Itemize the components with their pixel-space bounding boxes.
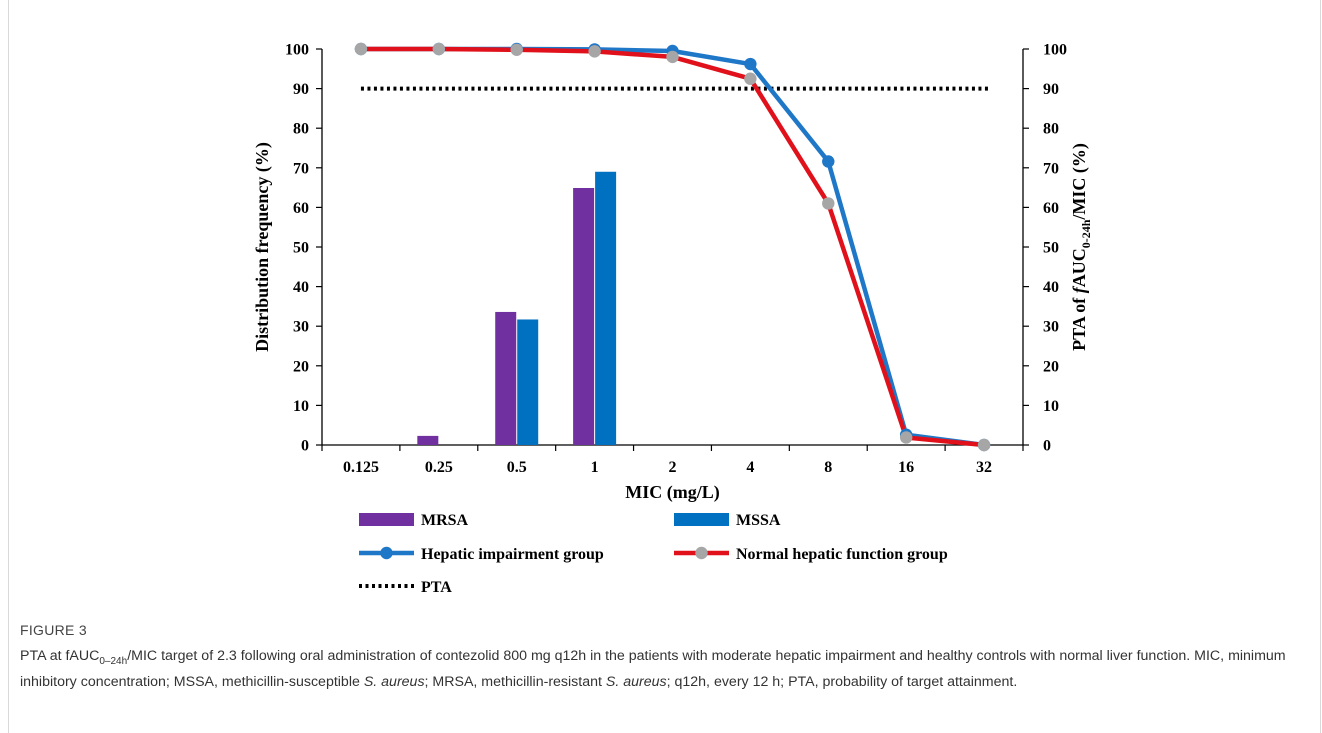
marker-normal-hepatic bbox=[432, 42, 446, 56]
legend-label-hepatic-impairment-group: Hepatic impairment group bbox=[421, 546, 604, 563]
marker-normal-hepatic bbox=[354, 42, 368, 56]
y-tick-label-right: 50 bbox=[1043, 240, 1059, 257]
figure-caption-text: PTA at fAUC0–24h/MIC target of 2.3 follo… bbox=[20, 646, 1305, 693]
y-tick-label-left: 80 bbox=[293, 121, 309, 138]
legend-label-pta: PTA bbox=[421, 579, 452, 596]
y-tick-label-right: 100 bbox=[1043, 42, 1067, 59]
marker-normal-hepatic bbox=[666, 50, 679, 64]
y-tick-label-left: 50 bbox=[293, 240, 309, 257]
y-tick-label-right: 20 bbox=[1043, 358, 1059, 375]
caption-part: ; q12h, every 12 h; PTA, probability of … bbox=[666, 673, 1018, 690]
legend-swatch-mrsa bbox=[359, 513, 414, 526]
marker-hepatic-impairment bbox=[822, 155, 835, 168]
y-tick-label-left: 30 bbox=[293, 319, 309, 336]
y-tick-label-right: 40 bbox=[1043, 279, 1059, 296]
caption-part: S. aureus bbox=[605, 673, 667, 690]
y-axis-title-left: Distribution frequency (%) bbox=[252, 142, 273, 352]
chart-legend: MRSA MSSA Hepatic impairment group Normal h… bbox=[359, 512, 948, 596]
y-axis-title-right-part: /MIC (%) bbox=[1069, 143, 1090, 220]
figure-label: FIGURE 3 bbox=[20, 622, 87, 638]
line-normal-hepatic bbox=[360, 46, 985, 448]
bar-mrsa bbox=[573, 187, 595, 445]
marker-normal-hepatic bbox=[899, 431, 913, 444]
caption-part: /MIC target of 2.3 following oral admini… bbox=[20, 648, 1286, 690]
y-tick-label-right: 80 bbox=[1043, 121, 1059, 138]
y-tick-label-left: 70 bbox=[293, 160, 309, 177]
x-tick-label: 8 bbox=[824, 459, 832, 476]
bar-mssa bbox=[595, 171, 617, 445]
marker-normal-hepatic bbox=[744, 72, 757, 85]
y-tick-label-right: 70 bbox=[1043, 160, 1059, 177]
y-tick-label-left: 40 bbox=[293, 279, 309, 296]
legend-marker-hepatic-impairment-group bbox=[380, 546, 393, 560]
x-tick-label: 2 bbox=[669, 459, 677, 476]
x-tick-label: 32 bbox=[976, 459, 992, 476]
legend-marker-normal-hepatic-function-group bbox=[695, 546, 708, 560]
marker-normal-hepatic bbox=[588, 45, 601, 58]
y-axis-title-right-part: AUC bbox=[1069, 248, 1089, 287]
figure-frame bbox=[8, 0, 1321, 733]
y-axis-title-right-part: PTA of bbox=[1069, 293, 1089, 351]
caption-part: 0–24h bbox=[99, 655, 128, 667]
y-tick-label-right: 60 bbox=[1043, 200, 1059, 217]
y-tick-label-right: 90 bbox=[1043, 81, 1059, 98]
y-tick-label-left: 90 bbox=[293, 81, 309, 98]
marker-normal-hepatic bbox=[822, 197, 835, 210]
caption-part: ; MRSA, methicillin-resistant bbox=[424, 673, 606, 690]
y-tick-label-right: 30 bbox=[1043, 319, 1059, 336]
y-axis-title-right-part: f bbox=[1069, 285, 1089, 293]
bar-mrsa bbox=[417, 435, 439, 445]
y-tick-label-left: 20 bbox=[293, 358, 309, 375]
y-tick-label-left: 0 bbox=[301, 438, 309, 455]
bar-mssa bbox=[517, 319, 539, 445]
y-tick-label-left: 100 bbox=[285, 42, 309, 59]
x-tick-label: 0.25 bbox=[425, 459, 453, 476]
legend-label-normal-hepatic-function-group: Normal hepatic function group bbox=[736, 546, 948, 563]
y-tick-label-left: 10 bbox=[293, 398, 309, 415]
legend-label-mssa: MSSA bbox=[736, 512, 781, 529]
y-axis-title-right: PTA of fAUC0-24h/MIC (%) bbox=[1069, 143, 1093, 351]
x-tick-label: 0.5 bbox=[507, 459, 527, 476]
x-tick-label: 0.125 bbox=[343, 459, 379, 476]
y-axis-title-right-part: 0-24h bbox=[1079, 219, 1093, 248]
x-tick-label: 1 bbox=[591, 459, 599, 476]
legend-label-mrsa: MRSA bbox=[421, 512, 469, 529]
figure-caption: FIGURE 3 PTA at fAUC0–24h/MIC target of … bbox=[20, 622, 1305, 693]
marker-hepatic-impairment bbox=[744, 57, 757, 71]
chart-lines bbox=[354, 42, 991, 452]
marker-normal-hepatic bbox=[510, 43, 523, 56]
y-tick-label-left: 60 bbox=[293, 200, 309, 217]
x-axis-title: MIC (mg/L) bbox=[625, 482, 719, 503]
chart-axes bbox=[316, 48, 1029, 451]
y-tick-label-right: 10 bbox=[1043, 398, 1059, 415]
x-tick-label: 4 bbox=[746, 459, 754, 476]
marker-normal-hepatic bbox=[977, 438, 991, 452]
chart-bars bbox=[417, 171, 617, 445]
bar-mrsa bbox=[495, 311, 517, 445]
x-tick-label: 16 bbox=[898, 459, 914, 476]
caption-part: S. aureus bbox=[363, 673, 425, 690]
legend-swatch-mssa bbox=[674, 513, 729, 526]
y-tick-label-right: 0 bbox=[1043, 438, 1051, 455]
caption-part: PTA at fAUC bbox=[20, 648, 100, 664]
